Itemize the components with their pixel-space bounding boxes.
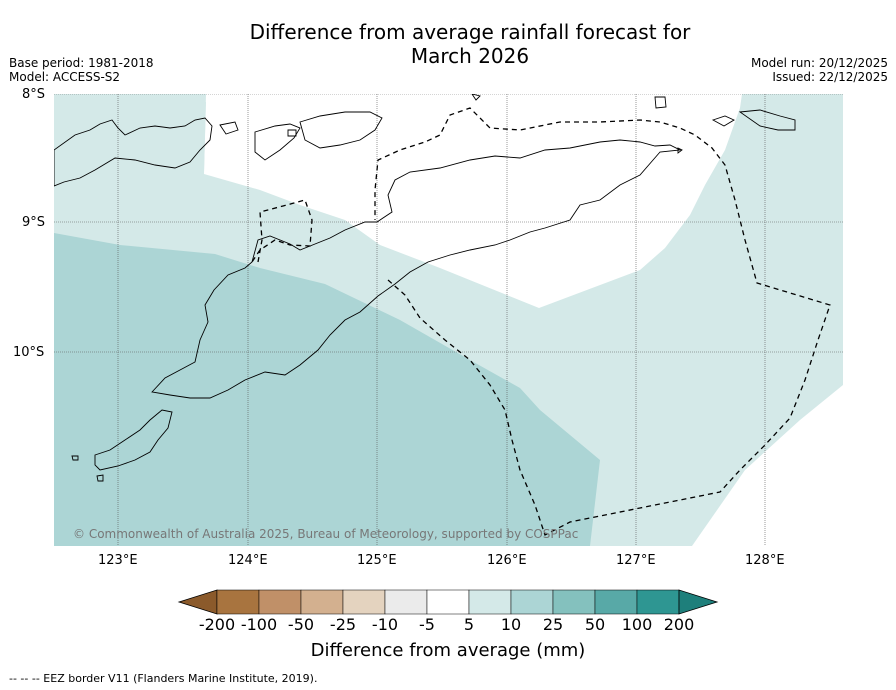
eez-legend-note: -- -- -- EEZ border V11 (Flanders Marine… (9, 672, 318, 685)
colorbar-tick-label: -200 (198, 615, 236, 634)
map-title: Difference from average rainfall forecas… (0, 20, 896, 68)
coastline-timor (151, 139, 682, 399)
coastline-islet-2 (71, 455, 79, 461)
lon-label-123e: 123°E (98, 553, 138, 568)
coastline-flores (54, 117, 213, 187)
eez-border-timor-leste (374, 107, 831, 536)
colorbar-tick-label: 5 (463, 615, 475, 634)
colorbar-tick-label: -10 (371, 615, 399, 634)
coastline-islet-4 (654, 96, 667, 109)
graticule (54, 94, 843, 546)
coastline-alor (254, 123, 301, 161)
colorbar-tick-label: -5 (419, 615, 435, 634)
eez-border-oecusse (251, 199, 313, 263)
eez-borders (251, 107, 831, 536)
base-period: Base period: 1981-2018 (9, 56, 154, 70)
map-region-se-neutral (692, 385, 843, 546)
colorbar-title: Difference from average (mm) (310, 640, 586, 661)
lat-label-9s: 9°S (22, 215, 46, 230)
coastline-islet-3 (471, 94, 481, 101)
map-region-10-25 (54, 233, 600, 546)
lon-label-128e: 128°E (745, 553, 785, 568)
copyright-notice: © Commonwealth of Australia 2025, Bureau… (73, 527, 579, 541)
coastline-islet-1 (96, 474, 104, 482)
coastline-solor (219, 121, 239, 135)
coastline-islet-6 (738, 109, 796, 131)
lat-label-8s: 8°S (22, 87, 46, 102)
lon-label-126e: 126°E (487, 553, 527, 568)
map-region-neutral (54, 94, 742, 308)
coastline-islet-7 (677, 147, 683, 154)
colorbar-tick-label: 10 (500, 615, 522, 634)
coastline-alor-east (299, 111, 383, 149)
model-name: Model: ACCESS-S2 (9, 70, 121, 84)
coastline-rote (94, 409, 173, 471)
colorbar-tick-label: 100 (621, 615, 653, 634)
colorbar-tick-label: 25 (542, 615, 564, 634)
lon-label-125e: 125°E (357, 553, 397, 568)
model-run: Model run: 20/12/2025 (750, 56, 888, 70)
lat-label-10s: 10°S (13, 345, 45, 360)
coastline-wetar-islet (287, 129, 297, 137)
colorbar-tick-label: 50 (584, 615, 606, 634)
coastline-islet-5 (711, 115, 735, 127)
colorbar-tick-label: -100 (240, 615, 278, 634)
lon-label-127e: 127°E (616, 553, 656, 568)
colorbar-tick-label: -50 (287, 615, 315, 634)
lon-label-124e: 124°E (228, 553, 268, 568)
colorbar-tick-label: 200 (663, 615, 695, 634)
colorbar-tick-label: -25 (329, 615, 357, 634)
title-line-2: March 2026 (410, 44, 530, 68)
issued-date: Issued: 22/12/2025 (772, 70, 888, 84)
title-line-1: Difference from average rainfall forecas… (249, 20, 691, 44)
coastlines (54, 94, 796, 482)
